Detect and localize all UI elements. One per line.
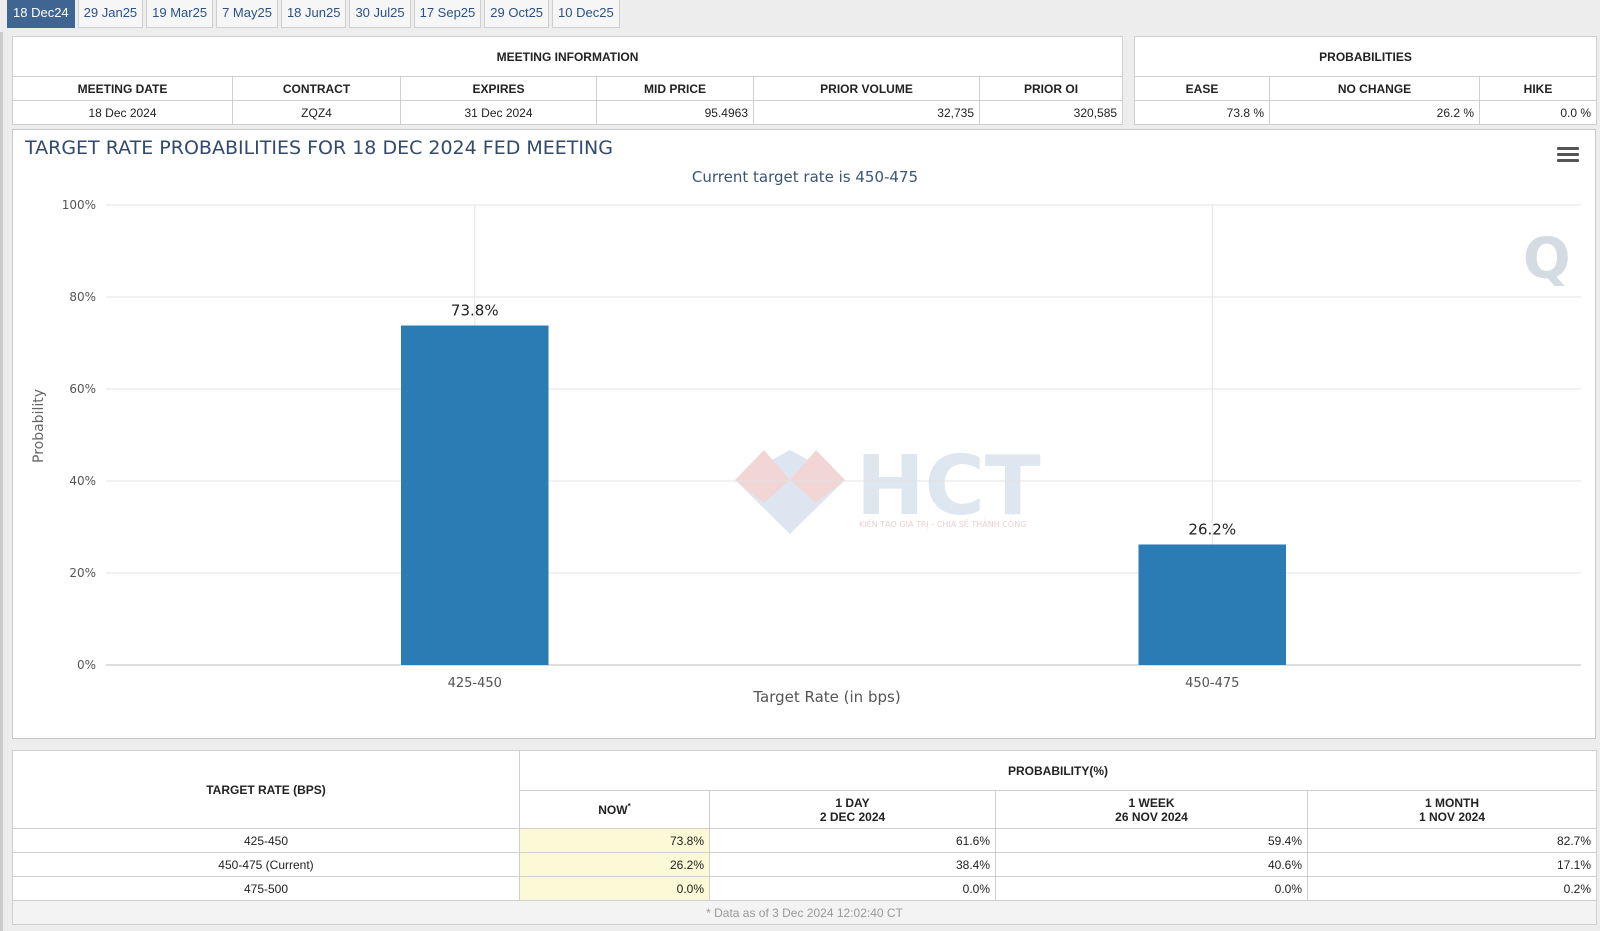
tab-19-mar25[interactable]: 19 Mar25 (146, 0, 214, 28)
rate-cell: 475-500 (12, 876, 520, 901)
prior-oi-value: 320,585 (978, 100, 1124, 125)
header-prior-oi: PRIOR OI (978, 76, 1124, 101)
header-1-week: 1 WEEK 26 NOV 2024 (995, 790, 1308, 829)
table-row: 450-475 (Current) 26.2% 38.4% 40.6% 17.1… (12, 852, 1597, 877)
data-timestamp-note: * Data as of 3 Dec 2024 12:02:40 CT (12, 900, 1597, 925)
bar-425-450[interactable] (401, 325, 549, 665)
x-axis-ticks: 425-450 450-475 (448, 676, 1240, 691)
chart-container: TARGET RATE PROBABILITIES FOR 18 DEC 202… (12, 129, 1596, 739)
header-1-day-label: 1 DAY (835, 795, 870, 810)
day-cell: 38.4% (709, 852, 996, 877)
mid-price-value: 95.4963 (596, 100, 754, 125)
bar-450-475[interactable] (1138, 544, 1287, 665)
y-tick-label: 40% (69, 474, 96, 488)
now-cell: 73.8% (519, 828, 710, 853)
data-label: 26.2% (1188, 520, 1236, 538)
header-1-month-label: 1 MONTH (1425, 795, 1479, 810)
chart-subtitle: Current target rate is 450-475 (692, 168, 918, 186)
header-mid-price: MID PRICE (596, 76, 754, 101)
x-tick-label: 425-450 (448, 676, 502, 691)
tab-29-jan25[interactable]: 29 Jan25 (77, 0, 144, 28)
month-cell: 0.2% (1307, 876, 1597, 901)
chart-title: TARGET RATE PROBABILITIES FOR 18 DEC 202… (24, 137, 613, 159)
header-hike: HIKE (1478, 76, 1598, 101)
tab-7-may25[interactable]: 7 May25 (216, 0, 278, 28)
y-tick-label: 0% (77, 658, 96, 672)
table-row: 475-500 0.0% 0.0% 0.0% 0.2% (12, 876, 1597, 901)
header-contract: CONTRACT (232, 76, 401, 101)
tab-30-jul25[interactable]: 30 Jul25 (349, 0, 411, 28)
chart-menu-icon[interactable] (1557, 144, 1579, 165)
bars (401, 325, 1287, 665)
header-now: NOW* (519, 790, 710, 829)
header-now-label: NOW (598, 803, 628, 817)
watermark-diamond-red-left (735, 450, 790, 503)
week-cell: 40.6% (995, 852, 1308, 877)
header-prior-volume: PRIOR VOLUME (753, 76, 980, 101)
month-cell: 82.7% (1307, 828, 1597, 853)
q-logo: Q (1523, 227, 1571, 292)
left-divider (0, 32, 3, 931)
table-row: 425-450 73.8% 61.6% 59.4% 82.7% (12, 828, 1597, 853)
month-cell: 17.1% (1307, 852, 1597, 877)
y-tick-label: 20% (69, 566, 96, 580)
tab-18-jun25[interactable]: 18 Jun25 (280, 0, 347, 28)
expires-value: 31 Dec 2024 (400, 100, 597, 125)
hike-value: 0.0 % (1478, 100, 1598, 125)
header-target-rate: TARGET RATE (BPS) (12, 750, 520, 829)
contract-value: ZQZ4 (232, 100, 401, 125)
tab-18-dec24[interactable]: 18 Dec24 (7, 0, 75, 28)
header-1-month-date: 1 NOV 2024 (1418, 809, 1486, 824)
header-no-change: NO CHANGE (1269, 76, 1480, 101)
y-tick-label: 100% (62, 198, 96, 212)
x-axis-label: Target Rate (in bps) (752, 688, 900, 706)
meeting-information-table: MEETING INFORMATION MEETING DATE CONTRAC… (11, 36, 1124, 125)
header-1-day: 1 DAY 2 DEC 2024 (709, 790, 996, 829)
header-meeting-date: MEETING DATE (12, 76, 233, 101)
y-axis-ticks: 0% 20% 40% 60% 80% 100% (62, 198, 96, 672)
tab-10-dec25[interactable]: 10 Dec25 (552, 0, 620, 28)
week-cell: 59.4% (995, 828, 1308, 853)
rate-cell: 450-475 (Current) (12, 852, 520, 877)
q-logo-icon: Q (1523, 227, 1571, 292)
probabilities-table: PROBABILITIES EASE NO CHANGE HIKE 73.8 %… (1133, 36, 1598, 125)
data-labels: 73.8% 26.2% (451, 302, 1236, 539)
watermark-brand: HCT (856, 439, 1041, 534)
header-expires: EXPIRES (400, 76, 597, 101)
meeting-tabs: 18 Dec24 29 Jan25 19 Mar25 7 May25 18 Ju… (7, 0, 623, 28)
tab-29-oct25[interactable]: 29 Oct25 (484, 0, 550, 28)
header-ease: EASE (1134, 76, 1270, 101)
day-cell: 0.0% (709, 876, 996, 901)
day-cell: 61.6% (709, 828, 996, 853)
probabilities-title: PROBABILITIES (1133, 36, 1598, 77)
x-tick-label: 450-475 (1185, 676, 1239, 691)
meeting-information-title: MEETING INFORMATION (11, 36, 1124, 77)
prior-volume-value: 32,735 (753, 100, 980, 125)
header-1-month: 1 MONTH 1 NOV 2024 (1307, 790, 1597, 829)
no-change-value: 26.2 % (1269, 100, 1480, 125)
now-cell: 0.0% (519, 876, 710, 901)
now-cell: 26.2% (519, 852, 710, 877)
header-1-week-label: 1 WEEK (1128, 795, 1175, 810)
watermark-diamond-red-right (790, 450, 845, 503)
watermark-tagline: KIẾN TẠO GIÁ TRỊ - CHIA SẺ THÀNH CÔNG (859, 518, 1026, 530)
probability-history-table: TARGET RATE (BPS) PROBABILITY(%) NOW* 1 … (12, 750, 1597, 925)
grid-lines (106, 204, 1581, 666)
now-marker: * (627, 802, 631, 811)
y-tick-label: 80% (69, 290, 96, 304)
y-tick-label: 60% (69, 382, 96, 396)
rate-cell: 425-450 (12, 828, 520, 853)
meeting-date-value: 18 Dec 2024 (12, 100, 233, 125)
ease-value: 73.8 % (1134, 100, 1270, 125)
target-rate-chart: TARGET RATE PROBABILITIES FOR 18 DEC 202… (24, 137, 1581, 706)
data-label: 73.8% (451, 302, 499, 320)
header-1-week-date: 26 NOV 2024 (1115, 809, 1188, 824)
header-1-day-date: 2 DEC 2024 (819, 809, 886, 824)
tab-17-sep25[interactable]: 17 Sep25 (413, 0, 482, 28)
hct-watermark: HCT KIẾN TẠO GIÁ TRỊ - CHIA SẺ THÀNH CÔN… (735, 439, 1041, 534)
y-axis-label: Probability (31, 389, 47, 463)
week-cell: 0.0% (995, 876, 1308, 901)
header-probability: PROBABILITY(%) (519, 750, 1597, 791)
